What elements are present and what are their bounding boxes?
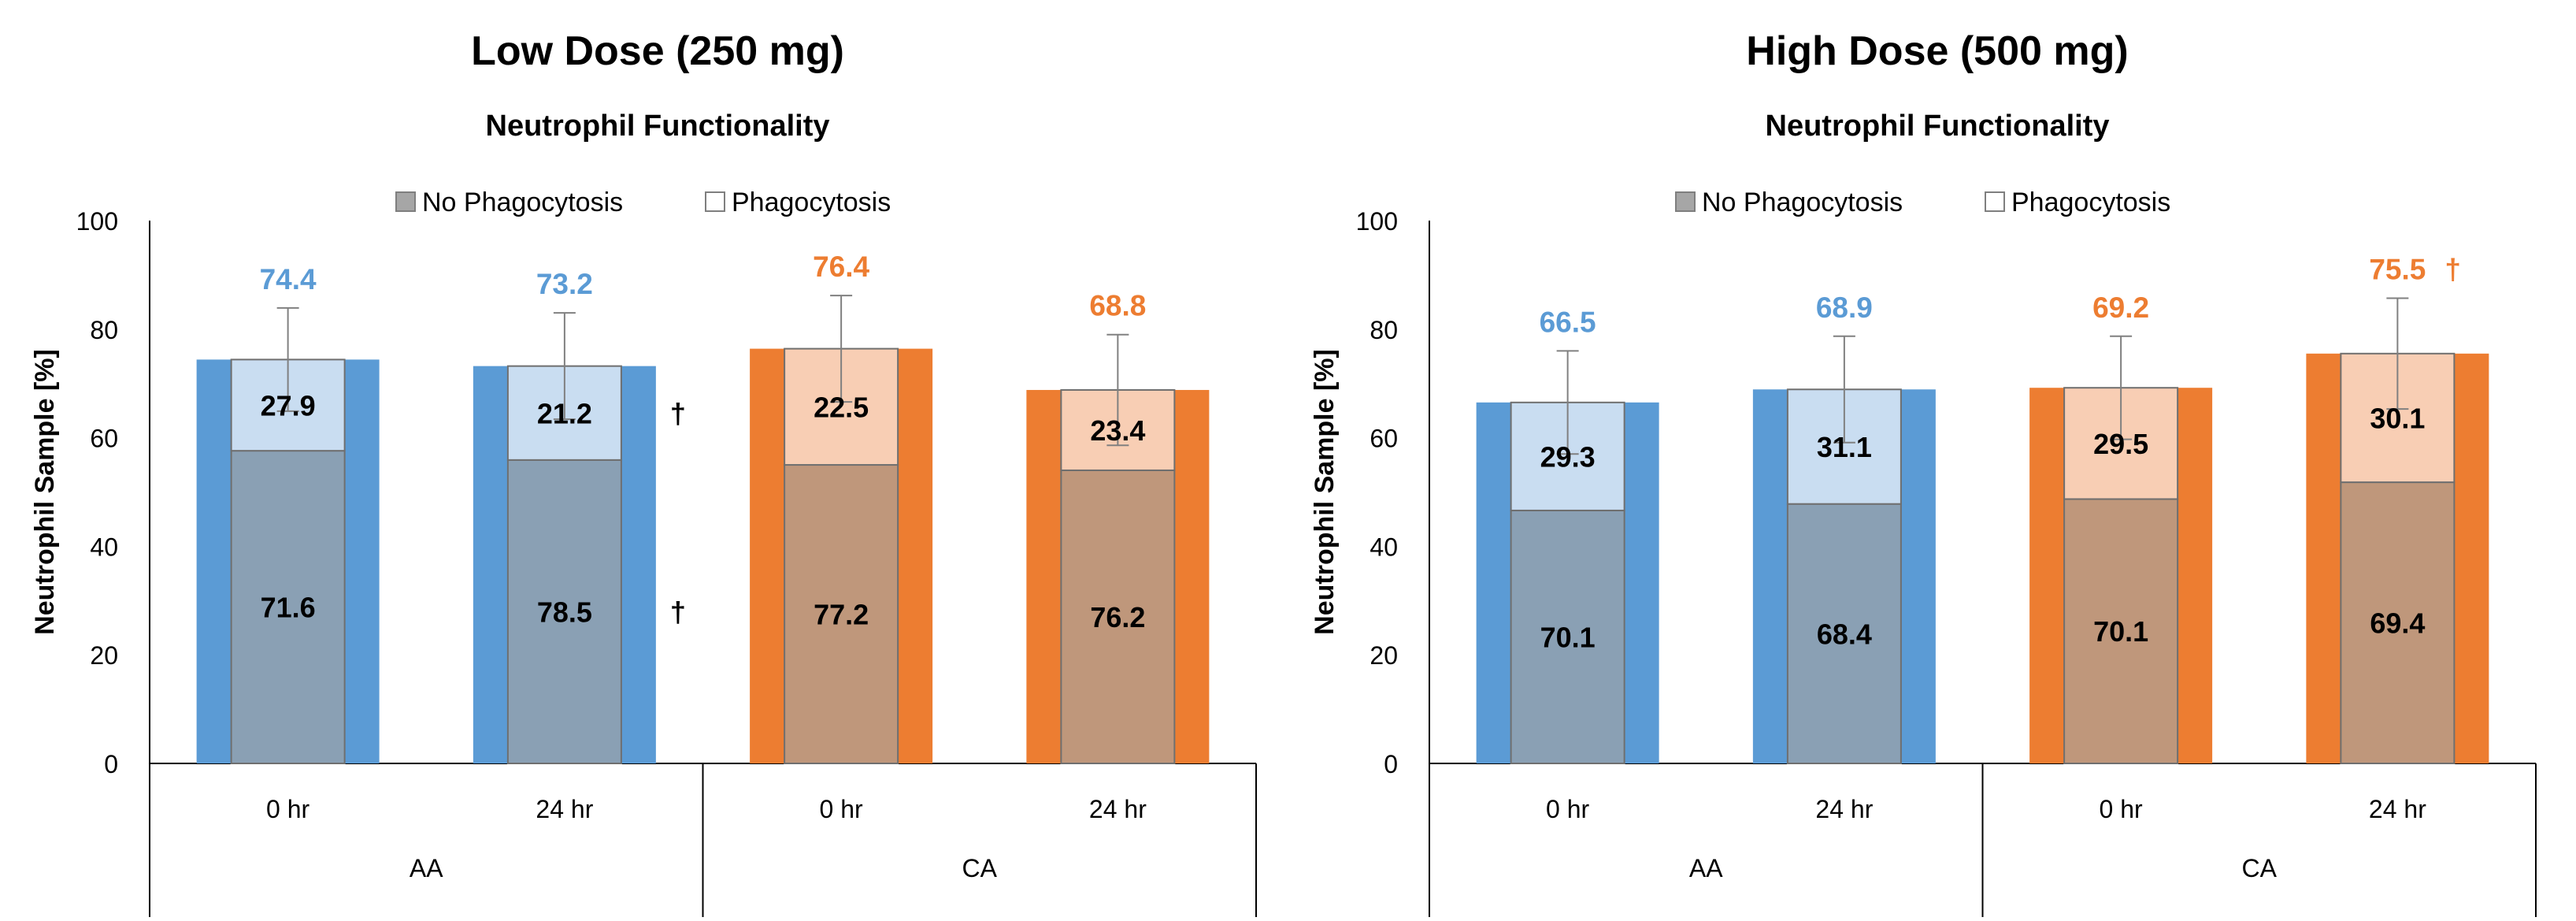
data-label-no-phagocytosis: 70.1 <box>1540 621 1596 653</box>
data-label-no-phagocytosis: 71.6 <box>261 592 316 624</box>
legend-label-no-phagocytosis: No Phagocytosis <box>422 188 623 217</box>
chart-subtitle: Neutrophil Functionality <box>1766 110 2110 143</box>
group-label: AA <box>1689 854 1723 882</box>
bar-no-phagocytosis <box>1510 509 1625 765</box>
bar-no-phagocytosis <box>1786 503 1902 765</box>
y-tick-label: 20 <box>90 641 118 670</box>
data-label-no-phagocytosis: 70.1 <box>2093 615 2148 648</box>
y-tick-label: 20 <box>1370 641 1398 670</box>
y-tick-label: 80 <box>1370 316 1398 344</box>
x-tick-label: 0 hr <box>2100 795 2143 823</box>
data-label-total: 75.5 <box>2369 254 2426 286</box>
x-tick-label: 24 hr <box>536 795 593 823</box>
legend-label-phagocytosis: Phagocytosis <box>2011 188 2170 217</box>
x-tick-label: 24 hr <box>1089 795 1147 823</box>
data-label-no-phagocytosis: 77.2 <box>814 599 869 631</box>
y-tick-label: 100 <box>76 207 118 236</box>
data-label-no-phagocytosis: 76.2 <box>1090 601 1145 633</box>
data-label-phagocytosis: 22.5 <box>814 391 869 423</box>
legend-swatch-phagocytosis <box>1985 191 2005 212</box>
low-dose-chart-panel: Low Dose (250 mg) Neutrophil Functionalit… <box>0 0 1276 917</box>
dagger-marker: † <box>670 596 686 628</box>
data-label-phagocytosis: 27.9 <box>261 389 316 422</box>
group-label: CA <box>2242 854 2278 882</box>
low-dose-chart: Low Dose (250 mg) Neutrophil Functionalit… <box>30 28 1257 917</box>
data-label-no-phagocytosis: 78.5 <box>537 596 592 628</box>
data-label-phagocytosis: 30.1 <box>2370 402 2425 434</box>
y-tick-label: 40 <box>90 533 118 561</box>
high-dose-chart-panel: High Dose (500 mg) Neutrophil Functionali… <box>1280 0 2556 917</box>
bar-no-phagocytosis <box>230 450 346 764</box>
y-tick-label: 40 <box>1370 533 1398 561</box>
data-label-no-phagocytosis: 69.4 <box>2370 607 2425 640</box>
y-axis-title: Neutrophil Sample [%] <box>1310 349 1340 635</box>
x-tick-label: 0 hr <box>266 795 309 823</box>
chart-title: High Dose (500 mg) <box>1746 28 2128 74</box>
bar-no-phagocytosis <box>2063 498 2179 764</box>
bar-no-phagocytosis <box>784 464 899 764</box>
legend-label-no-phagocytosis: No Phagocytosis <box>1702 188 1903 217</box>
chart-subtitle: Neutrophil Functionality <box>486 110 830 143</box>
y-axis-title: Neutrophil Sample [%] <box>30 349 60 635</box>
data-label-phagocytosis: 23.4 <box>1090 414 1145 447</box>
y-tick-label: 60 <box>90 425 118 453</box>
data-label-total: 68.8 <box>1089 290 1146 322</box>
data-label-total: 69.2 <box>2092 292 2149 324</box>
y-tick-label: 60 <box>1370 425 1398 453</box>
x-tick-label: 24 hr <box>1815 795 1873 823</box>
y-tick-label: 100 <box>1356 207 1398 236</box>
y-tick-label: 80 <box>90 316 118 344</box>
chart-title: Low Dose (250 mg) <box>471 28 844 74</box>
group-label: CA <box>962 854 998 882</box>
y-tick-label: 0 <box>104 750 118 778</box>
y-tick-label: 0 <box>1384 750 1398 778</box>
bar-no-phagocytosis <box>506 459 622 764</box>
x-tick-label: 0 hr <box>1546 795 1589 823</box>
x-tick-label: 0 hr <box>820 795 863 823</box>
data-label-phagocytosis: 31.1 <box>1817 431 1872 463</box>
data-label-phagocytosis: 29.5 <box>2093 428 2148 460</box>
legend-swatch-no-phagocytosis <box>1675 191 1696 212</box>
x-tick-label: 24 hr <box>2369 795 2426 823</box>
legend-swatch-no-phagocytosis <box>395 191 416 212</box>
bar-no-phagocytosis <box>1060 469 1176 764</box>
data-label-phagocytosis: 21.2 <box>537 397 592 429</box>
dagger-marker: † <box>670 397 686 429</box>
group-label: AA <box>410 854 443 882</box>
dagger-marker: † <box>2444 254 2461 286</box>
data-label-total: 73.2 <box>536 268 593 300</box>
data-label-phagocytosis: 29.3 <box>1540 440 1596 473</box>
data-label-total: 74.4 <box>260 263 317 295</box>
data-label-total: 68.9 <box>1816 292 1873 324</box>
data-label-total: 76.4 <box>813 251 869 283</box>
high-dose-chart: High Dose (500 mg) Neutrophil Functionali… <box>1310 28 2537 917</box>
legend-label-phagocytosis: Phagocytosis <box>732 188 891 217</box>
legend-swatch-phagocytosis <box>705 191 725 212</box>
data-label-total: 66.5 <box>1540 306 1596 338</box>
data-label-no-phagocytosis: 68.4 <box>1817 618 1872 650</box>
